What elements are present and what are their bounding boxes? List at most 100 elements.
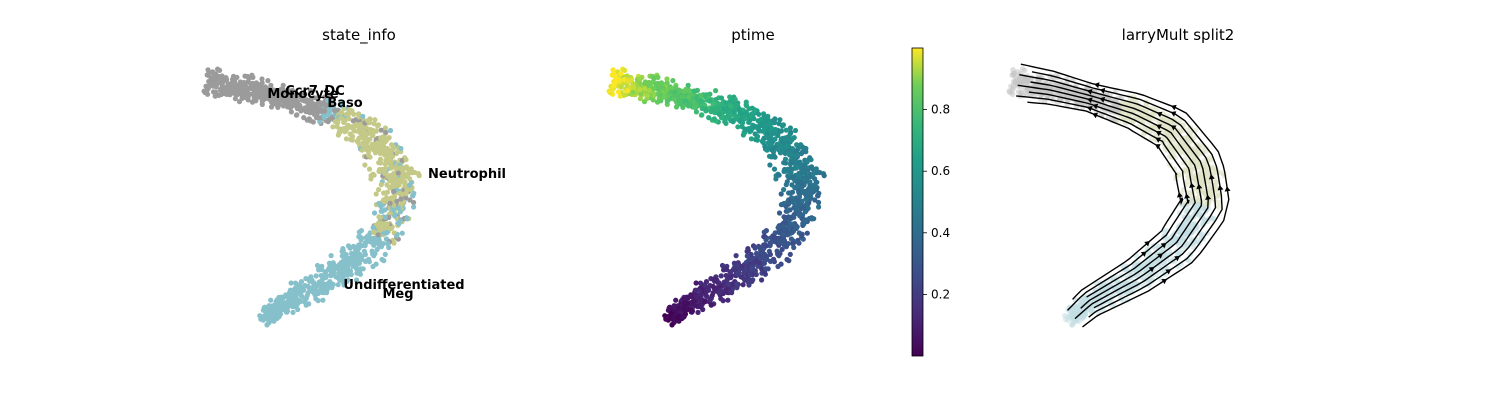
cell-point (618, 71, 624, 77)
cell-point (386, 174, 392, 180)
cell-point (293, 93, 299, 99)
cell-point (693, 280, 699, 286)
cell-point (656, 85, 663, 91)
cell-point (723, 272, 729, 279)
cell-point (241, 87, 247, 94)
cell-point (286, 88, 293, 94)
cell-point (789, 221, 795, 227)
cell-point (277, 301, 283, 307)
cell-point (671, 96, 677, 102)
panel-larrymult-split2: larryMult split2 (1006, 26, 1234, 328)
cell-point (726, 114, 732, 121)
cell-point (789, 146, 796, 152)
cell-point (780, 224, 787, 230)
cell-point (816, 199, 822, 206)
cell-point (398, 196, 404, 202)
cell-point (303, 302, 309, 308)
cell-point (384, 146, 391, 152)
cell-point (1185, 134, 1191, 140)
cell-point (1067, 312, 1073, 319)
cell-point (373, 128, 379, 134)
cell-point (746, 119, 752, 125)
stream-arrowhead (1217, 184, 1224, 191)
panel-title-state-info: state_info (322, 26, 396, 45)
cell-point (781, 187, 787, 193)
cell-point (787, 125, 794, 131)
cell-point (382, 190, 388, 196)
cell-point (629, 76, 635, 83)
cell-point (390, 144, 396, 150)
cell-point (398, 145, 404, 152)
cell-point (780, 232, 786, 238)
cell-point (695, 309, 701, 315)
cell-point (694, 95, 700, 101)
cell-point (748, 111, 755, 117)
cell-point (664, 98, 670, 104)
cell-point (777, 117, 783, 123)
cell-point (267, 89, 273, 95)
cell-point (609, 88, 615, 94)
cell-point (808, 194, 814, 201)
colorbar-tick-label: 0.6 (931, 164, 950, 178)
cell-point (328, 253, 334, 259)
cell-point (735, 124, 741, 130)
cell-point (783, 220, 789, 226)
cell-point (803, 196, 809, 202)
cell-point (366, 166, 373, 172)
cell-point (764, 256, 770, 262)
cell-point (691, 104, 698, 110)
cell-point (691, 88, 698, 94)
cell-point (728, 288, 734, 294)
cell-point (668, 89, 674, 95)
cell-point (734, 263, 740, 269)
cell-point (349, 250, 355, 256)
cell-point (376, 160, 382, 166)
cell-point (388, 225, 394, 232)
cell-point (698, 292, 704, 298)
cell-point (706, 115, 712, 121)
cell-point (338, 109, 344, 115)
cell-point (1203, 145, 1209, 152)
cell-point (354, 266, 360, 272)
cell-point (280, 82, 286, 88)
cell-point (278, 86, 284, 92)
cell-point (610, 83, 617, 89)
cell-point (338, 103, 344, 109)
cell-point (382, 125, 388, 131)
stream-arrowhead (1144, 240, 1150, 247)
cell-point (232, 86, 238, 93)
streamline (1027, 101, 1184, 300)
cell-point (371, 210, 378, 216)
cell-point (343, 136, 349, 142)
cell-point (686, 94, 692, 100)
cell-point (411, 199, 417, 206)
cell-point (318, 266, 324, 272)
cell-point (725, 297, 731, 303)
cell-point (334, 263, 340, 269)
cell-point (367, 126, 373, 133)
cell-point (800, 205, 807, 211)
cell-point (1021, 67, 1028, 74)
cell-point (630, 84, 637, 91)
cell-point (664, 76, 670, 82)
cell-point (1088, 307, 1094, 313)
cell-point (408, 166, 414, 172)
cell-point (663, 316, 669, 322)
cell-point (380, 241, 386, 247)
cell-point (288, 109, 294, 115)
cell-point (707, 98, 713, 104)
cell-point (710, 283, 716, 289)
cell-point (383, 129, 389, 135)
cell-point (771, 234, 777, 240)
cell-point (286, 104, 292, 110)
cell-point (743, 109, 749, 115)
cell-point (399, 230, 405, 236)
cell-point (1010, 83, 1017, 89)
cell-point (337, 277, 343, 283)
cell-point (403, 157, 409, 163)
cell-point (363, 239, 369, 245)
cell-point (689, 293, 695, 300)
stream-arrowhead (1156, 111, 1163, 118)
cell-point (376, 242, 382, 248)
cell-point (1028, 76, 1035, 83)
